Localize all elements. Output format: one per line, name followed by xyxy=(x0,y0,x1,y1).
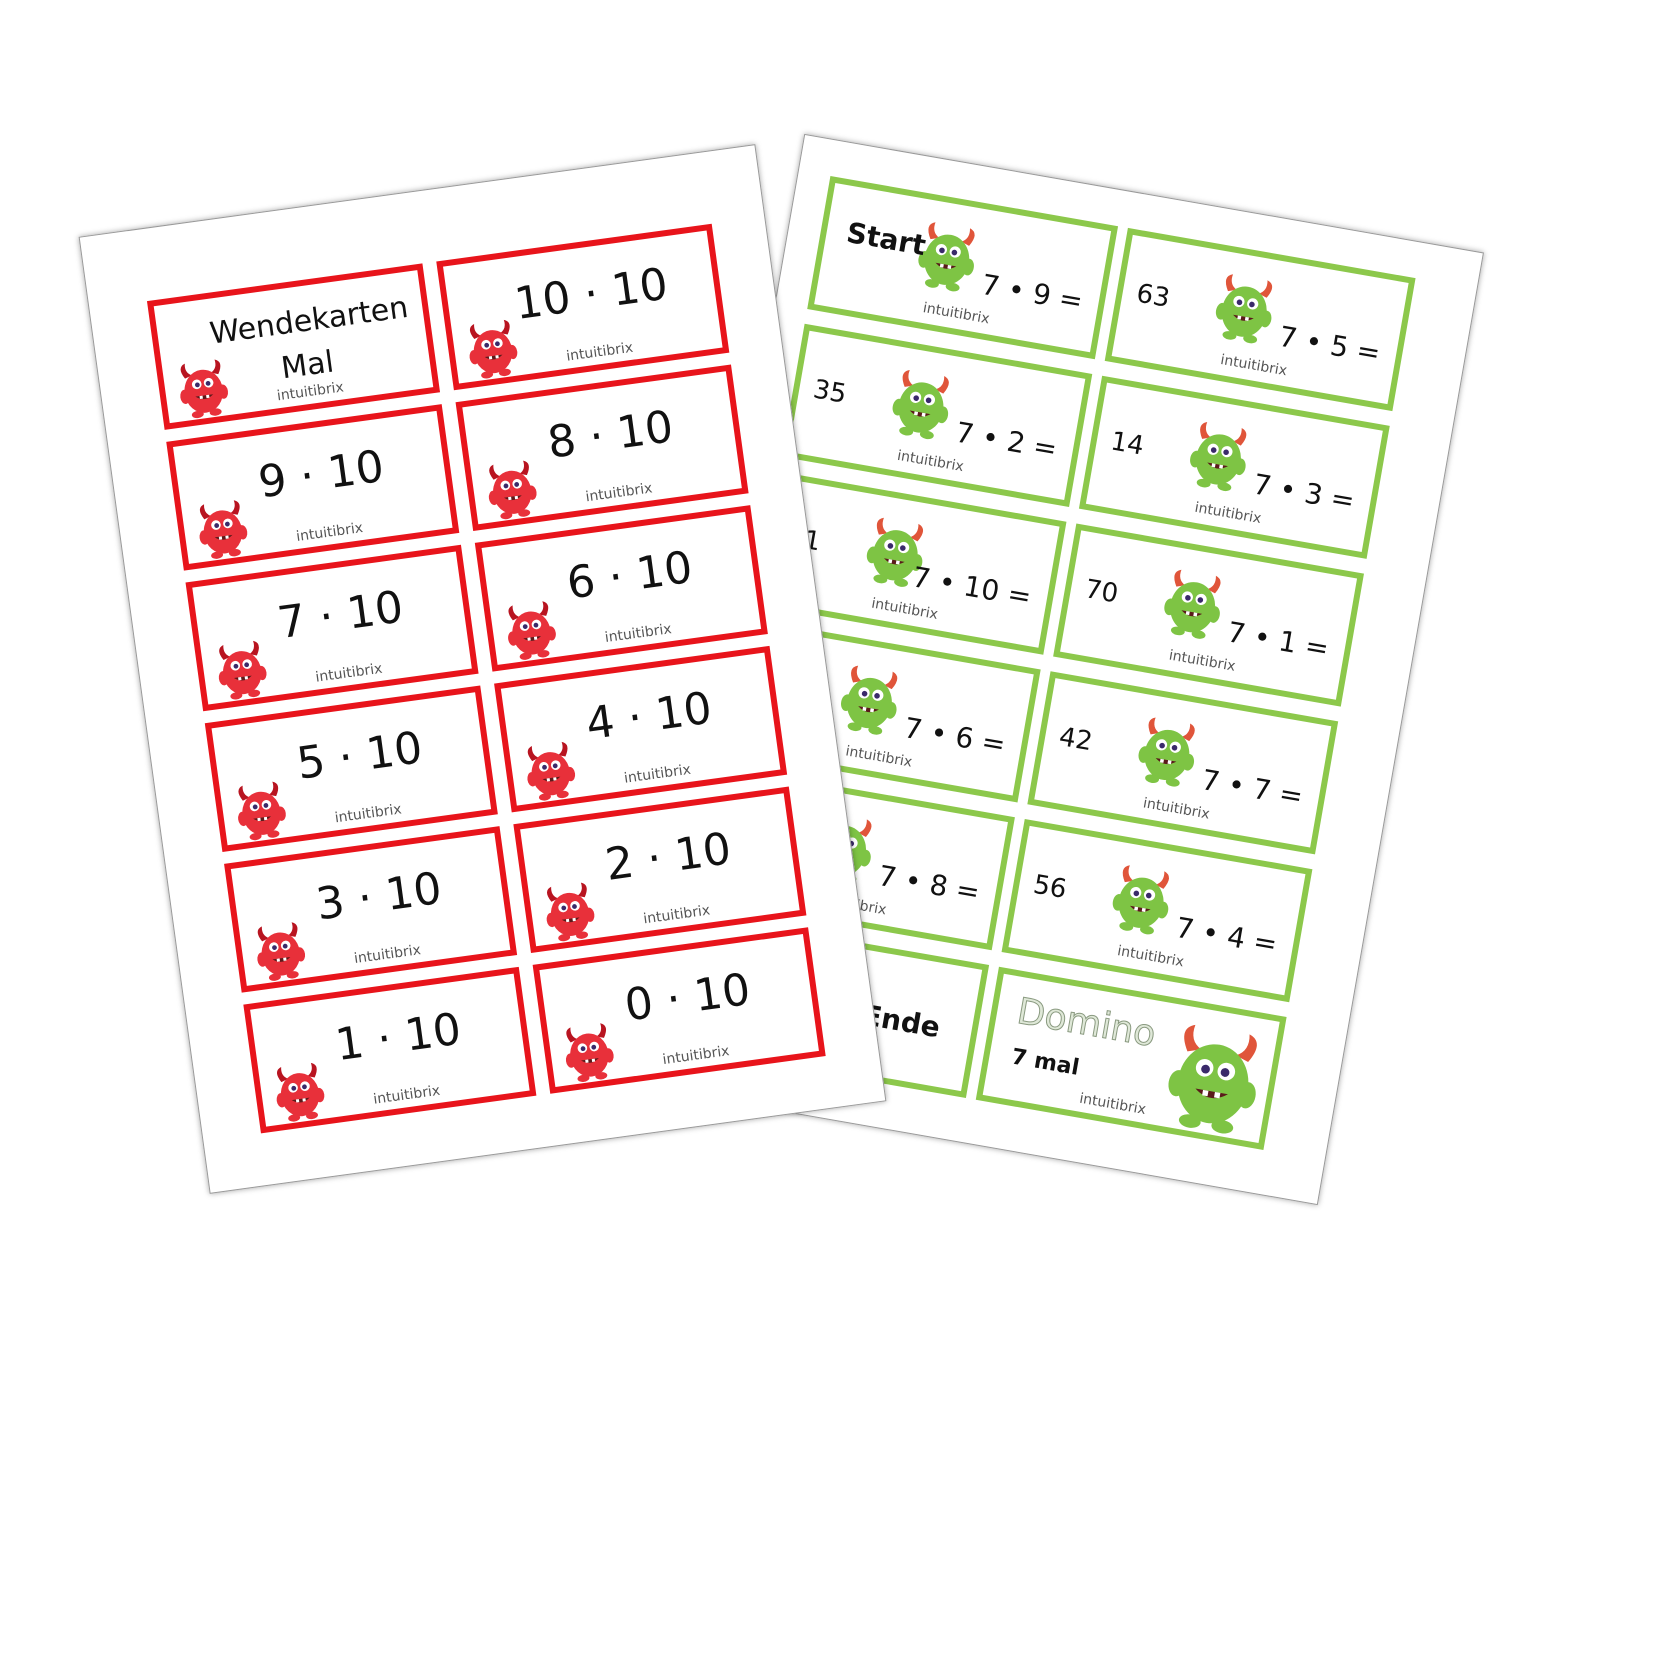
multiplication: 4 · 10 xyxy=(583,682,715,751)
brand-logo: intuitibrix xyxy=(1193,499,1263,528)
monster-icon xyxy=(199,500,248,559)
monster-icon xyxy=(1112,865,1169,935)
answer: 42 xyxy=(1056,721,1095,758)
multiplication: 9 · 10 xyxy=(255,440,387,509)
question: 7 • 6 = xyxy=(901,711,1009,762)
flashcard-sheet: Wendekarten Mal intuitibrix 10 · 10 intuiti… xyxy=(78,144,887,1194)
multiplication: 1 · 10 xyxy=(332,1003,465,1072)
monster-icon xyxy=(180,359,229,419)
multiplication: 10 · 10 xyxy=(511,258,671,330)
monster-icon xyxy=(1138,717,1195,787)
flashcard: 6 · 10 intuitibrix xyxy=(474,505,768,672)
monster-icon xyxy=(257,922,306,981)
brand-logo: intuitibrix xyxy=(295,519,365,545)
brand-logo: intuitibrix xyxy=(870,595,940,623)
question: 7 • 2 = xyxy=(953,415,1060,466)
brand-logo: intuitibrix xyxy=(1219,351,1289,380)
multiplication: 7 · 10 xyxy=(274,581,407,650)
monster-icon xyxy=(276,1062,325,1122)
multiplication: 6 · 10 xyxy=(563,541,696,610)
monster-icon xyxy=(1168,1024,1257,1134)
brand-logo: intuitibrix xyxy=(333,801,403,827)
flashcard: 1 · 10 intuitibrix xyxy=(243,966,537,1134)
domino-subtitle: 7 mal xyxy=(1009,1044,1082,1081)
monster-icon xyxy=(565,1023,614,1082)
domino-title: Domino xyxy=(1014,990,1160,1056)
question: 7 • 9 = xyxy=(978,267,1086,318)
brand-logo: intuitibrix xyxy=(603,621,673,647)
brand-logo: intuitibrix xyxy=(921,300,991,328)
answer: 14 xyxy=(1108,426,1147,462)
brand-logo: intuitibrix xyxy=(584,480,654,506)
monster-icon xyxy=(1215,274,1273,344)
flashcard: 5 · 10 intuitibrix xyxy=(204,685,498,852)
domino-card: Start 7 • 9 = intuitibrix xyxy=(807,176,1119,360)
monster-icon xyxy=(546,882,595,942)
flashcard: 8 · 10 intuitibrix xyxy=(455,364,749,531)
answer: 63 xyxy=(1134,278,1172,314)
multiplication: 2 · 10 xyxy=(602,823,735,891)
card-subtitle: Mal xyxy=(279,344,336,387)
brand-logo: intuitibrix xyxy=(565,339,635,365)
flashcard: 0 · 10 intuitibrix xyxy=(532,927,826,1094)
flashcard: 7 · 10 intuitibrix xyxy=(185,544,479,712)
domino-card: 56 7 • 4 = intuitibrix xyxy=(1001,818,1313,1003)
brand-logo: intuitibrix xyxy=(353,942,422,968)
flashcard: 2 · 10 intuitibrix xyxy=(513,786,807,954)
brand-logo: intuitibrix xyxy=(895,447,965,476)
flashcard: 4 · 10 intuitibrix xyxy=(494,645,788,813)
brand-logo: intuitibrix xyxy=(661,1043,731,1069)
domino-card: 7 • 6 = intuitibrix xyxy=(729,619,1041,803)
answer: 56 xyxy=(1031,869,1069,905)
question: 7 • 4 = xyxy=(1173,910,1280,961)
multiplication: 0 · 10 xyxy=(621,963,754,1032)
answer: Start xyxy=(844,215,929,263)
multiplication: 5 · 10 xyxy=(293,722,426,790)
flashcard: 9 · 10 intuitibrix xyxy=(166,404,460,571)
flashcard: Wendekarten Mal intuitibrix xyxy=(146,263,441,430)
domino-card: 217 • 10 =intuitibrix xyxy=(755,471,1067,655)
flashcard: 3 · 10 intuitibrix xyxy=(224,826,518,993)
domino-card: 35 7 • 2 = intuitibrix xyxy=(781,323,1093,507)
monster-icon xyxy=(892,370,949,440)
brand-logo: intuitibrix xyxy=(1167,647,1237,675)
monster-icon xyxy=(488,460,537,520)
domino-card: 14 7 • 3 = intuitibrix xyxy=(1078,375,1390,559)
brand-logo: intuitibrix xyxy=(642,902,712,928)
answer: 70 xyxy=(1082,574,1121,610)
brand-logo: intuitibrix xyxy=(314,660,384,686)
monster-icon xyxy=(1164,569,1221,639)
monster-icon xyxy=(469,319,518,379)
brand-logo: intuitibrix xyxy=(372,1082,442,1108)
card-title: Wendekarten xyxy=(207,289,411,352)
brand-logo: intuitibrix xyxy=(1141,795,1211,823)
domino-card: 42 7 • 7 = intuitibrix xyxy=(1027,671,1339,855)
question: 7 • 8 = xyxy=(875,858,983,910)
multiplication: 3 · 10 xyxy=(313,862,445,931)
monster-icon xyxy=(238,781,286,841)
domino-card: 70 7 • 1 = intuitibrix xyxy=(1053,523,1364,707)
question: 7 • 3 = xyxy=(1250,467,1358,518)
brand-logo: intuitibrix xyxy=(1116,943,1186,971)
monster-icon xyxy=(527,741,576,801)
monster-icon xyxy=(866,517,924,587)
flashcard: 10 · 10 intuitibrix xyxy=(436,223,730,391)
monster-icon xyxy=(218,640,267,700)
brand-logo: intuitibrix xyxy=(844,743,914,771)
monster-icon xyxy=(918,222,975,292)
question: 7 • 5 = xyxy=(1276,319,1383,370)
domino-title-card: Domino 7 mal intuitibrix xyxy=(975,966,1287,1150)
monster-icon xyxy=(841,665,898,735)
monster-icon xyxy=(508,601,556,660)
brand-logo: intuitibrix xyxy=(623,761,692,787)
question: 7 • 1 = xyxy=(1224,615,1332,666)
multiplication: 8 · 10 xyxy=(544,401,677,469)
domino-card: 63 7 • 5 = intuitibrix xyxy=(1104,227,1416,412)
question: 7 • 7 = xyxy=(1199,763,1306,814)
brand-logo: intuitibrix xyxy=(1078,1090,1148,1119)
answer: 35 xyxy=(810,374,849,410)
monster-icon xyxy=(1190,421,1247,492)
